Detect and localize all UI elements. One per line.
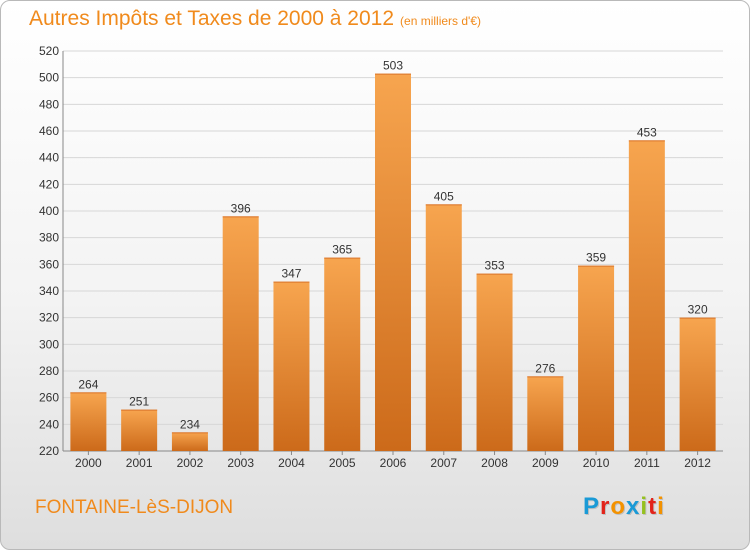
logo-letter: t	[648, 493, 658, 520]
x-tick-label: 2009	[532, 456, 559, 470]
y-tick-label: 440	[39, 151, 59, 165]
bar-value-label: 320	[688, 303, 708, 317]
x-tick-label: 2011	[634, 456, 660, 470]
bar	[679, 317, 716, 451]
y-tick-label: 300	[39, 337, 59, 351]
bar	[375, 73, 411, 452]
y-tick-label: 260	[39, 391, 59, 405]
logo-letter: i	[657, 493, 665, 520]
x-tick-label: 2012	[684, 456, 711, 470]
proxiti-logo: Proxiti	[583, 493, 665, 521]
bar-value-label: 453	[637, 125, 657, 139]
data-labels: 264 251 234 396 347 365 503 405 353 276 359 453 320	[78, 59, 708, 432]
y-tick-label: 500	[39, 71, 59, 85]
logo-letter: o	[610, 493, 627, 520]
y-tick-label: 340	[39, 284, 59, 298]
title-text: Autres Impôts et Taxes de 2000 à 2012	[29, 7, 395, 30]
y-tick-label: 280	[39, 364, 59, 378]
y-tick-label: 380	[39, 231, 59, 245]
bar	[70, 392, 107, 451]
bar	[121, 409, 158, 451]
x-tick-label: 2005	[329, 456, 356, 470]
bar-value-label: 405	[434, 189, 454, 203]
y-tick-label: 420	[39, 177, 59, 191]
city-name: FONTAINE-LèS-DIJON	[35, 497, 234, 518]
x-tick-label: 2002	[177, 456, 204, 470]
bar-value-label: 264	[78, 377, 98, 391]
y-tick-label: 360	[39, 257, 59, 271]
x-tick-label: 2008	[481, 456, 508, 470]
x-tick-label: 2004	[278, 456, 305, 470]
bar-value-label: 359	[586, 251, 606, 265]
x-tick-label: 2000	[75, 456, 102, 470]
bar-value-label: 396	[231, 201, 251, 215]
chart-title: Autres Impôts et Taxes de 2000 à 2012 (en…	[29, 7, 481, 31]
x-tick-label: 2001	[126, 456, 153, 470]
bar	[425, 204, 462, 451]
y-tick-label: 240	[39, 417, 59, 431]
bar-value-label: 276	[535, 361, 555, 375]
bar-value-label: 365	[332, 243, 352, 257]
bar	[476, 273, 513, 451]
title-unit: (en milliers d'€)	[400, 14, 482, 28]
bar-value-label: 234	[180, 417, 200, 431]
y-tick-label: 220	[39, 444, 59, 458]
bar	[628, 140, 665, 452]
logo-letter: P	[583, 493, 601, 520]
logo-letter: x	[626, 493, 641, 520]
y-tick-label: 520	[39, 44, 59, 58]
x-tick-label: 2010	[583, 456, 610, 470]
y-tick-label: 480	[39, 97, 59, 111]
x-tick-label: 2007	[430, 456, 457, 470]
bar-value-label: 347	[281, 267, 301, 281]
y-tick-label: 400	[39, 204, 59, 218]
bar	[324, 257, 361, 451]
bar-value-label: 251	[129, 395, 149, 409]
bar	[578, 265, 615, 451]
y-tick-label: 460	[39, 124, 59, 138]
bar-value-label: 353	[485, 259, 505, 273]
bar	[527, 376, 564, 451]
bars	[70, 73, 716, 452]
axes: 220 240 260 280 300 320 340 360 380 400 420 440 460 4…	[39, 44, 723, 470]
x-tick-label: 2003	[227, 456, 254, 470]
logo-letter: i	[640, 493, 649, 520]
bar-value-label: 503	[383, 59, 403, 73]
bar	[273, 281, 310, 451]
y-tick-label: 320	[39, 311, 59, 325]
x-tick-label: 2006	[380, 456, 407, 470]
bar	[222, 216, 259, 451]
bar	[171, 432, 208, 451]
logo-letter: r	[600, 493, 611, 520]
